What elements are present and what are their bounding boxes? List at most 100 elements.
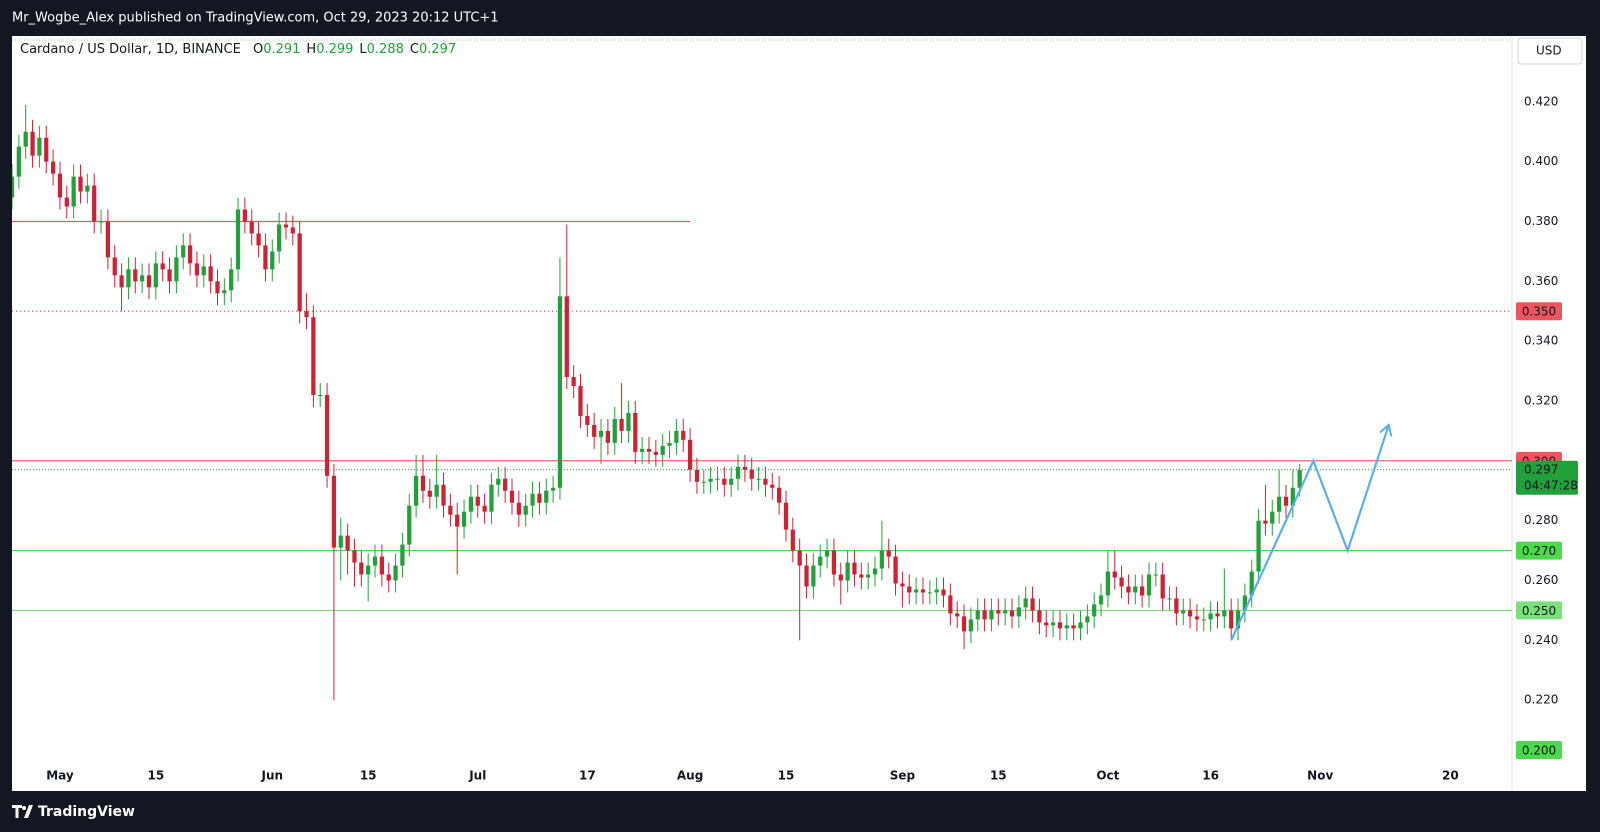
candle-body <box>1112 571 1117 578</box>
candle-body <box>544 490 549 503</box>
candle-body <box>1037 610 1042 623</box>
x-tick-label: Sep <box>890 769 916 783</box>
candle-body <box>153 263 158 288</box>
candle-body <box>1092 604 1097 617</box>
chart-pane <box>12 36 1586 791</box>
y-tick-label: 0.220 <box>1524 693 1558 707</box>
candle-body <box>537 493 542 503</box>
candle-body <box>208 266 213 282</box>
candle-body <box>338 535 343 548</box>
candle-body <box>1071 625 1076 629</box>
candle-body <box>927 592 932 594</box>
candle-body <box>831 550 837 575</box>
candle-body <box>318 395 323 397</box>
x-tick-label: Aug <box>677 769 703 783</box>
candle-body <box>756 478 761 480</box>
candle-body <box>550 487 556 491</box>
candle-body <box>78 176 83 192</box>
currency[interactable]: USD <box>1536 44 1562 58</box>
candle-body <box>1003 610 1008 614</box>
brand-name: TradingView <box>38 804 135 820</box>
candle-body <box>516 502 521 515</box>
candle-body <box>886 550 891 557</box>
x-tick-label: 15 <box>147 769 164 783</box>
candle-body <box>1235 610 1241 629</box>
candle-body <box>913 589 919 593</box>
candle-body <box>324 395 330 476</box>
last-price-tag <box>1516 460 1578 495</box>
currency-button[interactable] <box>1517 37 1583 65</box>
candle-body <box>859 574 864 578</box>
candle-body <box>530 493 535 506</box>
candle-body <box>1222 610 1227 617</box>
candle-body <box>283 224 289 228</box>
y-tick-label: 0.360 <box>1524 274 1558 288</box>
candle-body <box>941 589 946 596</box>
candle-body <box>400 544 405 566</box>
candle-body <box>140 275 145 282</box>
candle-body <box>1201 619 1206 621</box>
y-tick-label: 0.340 <box>1524 334 1558 348</box>
candle-body <box>509 490 515 503</box>
plot-area <box>12 104 1512 701</box>
candle-body <box>1098 595 1104 605</box>
y-tick-label: 0.320 <box>1524 393 1558 407</box>
candle-body <box>181 245 186 258</box>
candle-body <box>1050 622 1056 626</box>
candle-body <box>1030 598 1035 611</box>
x-tick-label: Nov <box>1307 769 1333 783</box>
legend-key: H <box>306 42 316 57</box>
level-tag-label: 0.200 <box>1522 744 1556 758</box>
candle-body <box>482 505 487 512</box>
level-tag-label: 0.350 <box>1522 305 1556 319</box>
candle-body <box>160 263 165 270</box>
candle-body <box>1263 520 1268 524</box>
candle-body <box>948 595 953 614</box>
candle-body <box>975 610 980 620</box>
candle-body <box>1153 574 1158 576</box>
candle-body <box>852 562 857 575</box>
x-tick-label: 17 <box>579 769 596 783</box>
candle-body <box>585 415 590 425</box>
y-tick-label: 0.380 <box>1524 214 1558 228</box>
candle-body <box>968 619 974 632</box>
candle-body <box>270 251 275 270</box>
candle-body <box>174 257 179 282</box>
candle-body <box>1215 613 1220 617</box>
candle-body <box>1016 607 1021 617</box>
candle-body <box>646 448 652 452</box>
candle-body <box>503 478 508 491</box>
candle-body <box>770 484 775 488</box>
legend: Cardano / US Dollar, 1D, BINANCE O0.291 H… <box>20 42 456 57</box>
candle-body <box>50 161 56 174</box>
legend-value: 0.299 <box>316 42 353 57</box>
candle-body <box>626 412 631 431</box>
candle-body <box>1187 610 1193 617</box>
candle-body <box>461 511 467 527</box>
candle-body <box>845 562 850 581</box>
candle-body <box>811 565 816 587</box>
candle-body <box>201 266 206 276</box>
candle-body <box>1167 598 1172 600</box>
candle-body <box>578 386 583 416</box>
x-tick-label: Oct <box>1096 769 1119 783</box>
candle-body <box>564 296 569 378</box>
candle-body <box>1283 496 1289 506</box>
y-tick-label: 0.280 <box>1524 513 1558 527</box>
candle-body <box>290 227 295 234</box>
candle-body <box>112 257 117 276</box>
candle-body <box>434 484 439 497</box>
candle-body <box>742 466 747 470</box>
candle-body <box>393 565 398 581</box>
candle-body <box>1208 613 1213 620</box>
candle-body <box>804 565 809 587</box>
candle-body <box>934 589 939 593</box>
candle-body <box>441 484 446 506</box>
trend-drawing <box>1230 423 1393 641</box>
candle-body <box>907 586 912 593</box>
candle-body <box>1160 574 1165 599</box>
candle-body <box>1085 616 1090 623</box>
x-tick-label: 15 <box>990 769 1007 783</box>
candle-body <box>57 173 63 198</box>
